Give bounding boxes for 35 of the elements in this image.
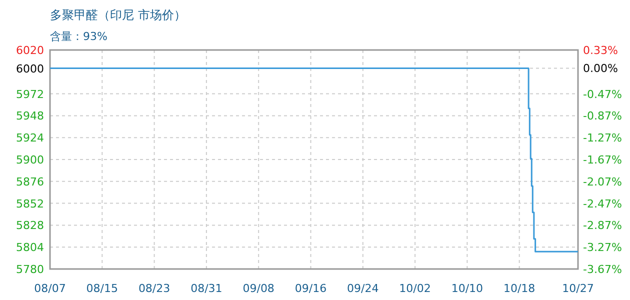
x-tick-label: 09/24 xyxy=(347,282,379,295)
y-tick-label: 5972 xyxy=(16,88,44,101)
y-tick-label: 5924 xyxy=(16,132,44,145)
y2-tick-label: -3.67% xyxy=(583,263,622,276)
y-tick-label: 5780 xyxy=(16,263,44,276)
y2-tick-label: -2.47% xyxy=(583,197,622,210)
x-tick-label: 09/08 xyxy=(242,282,274,295)
x-tick-label: 08/15 xyxy=(86,282,118,295)
x-tick-label: 10/27 xyxy=(562,282,594,295)
y2-tick-label: -2.07% xyxy=(583,175,622,188)
chart-subtitle: 含量：93% xyxy=(50,30,108,43)
y-tick-label: 6020 xyxy=(16,44,44,57)
y-tick-label: 5804 xyxy=(16,241,44,254)
y2-tick-label: -2.87% xyxy=(583,219,622,232)
x-tick-label: 08/23 xyxy=(138,282,170,295)
x-tick-label: 10/10 xyxy=(451,282,484,295)
y2-tick-label: -1.67% xyxy=(583,154,622,166)
y2-tick-label: 0.33% xyxy=(583,44,618,57)
x-tick-label: 08/07 xyxy=(34,282,66,295)
y2-tick-label: 0.00% xyxy=(583,62,618,76)
y2-tick-label: -0.87% xyxy=(583,110,622,123)
y-tick-label: 5852 xyxy=(16,197,44,210)
y-tick-label: 5900 xyxy=(16,154,44,166)
y-tick-label: 5948 xyxy=(16,110,44,123)
y-tick-label: 5828 xyxy=(16,219,44,232)
y2-tick-label: -0.47% xyxy=(583,88,622,101)
x-tick-label: 10/18 xyxy=(503,282,536,295)
y2-tick-label: -3.27% xyxy=(583,241,622,254)
y-tick-label: 5876 xyxy=(16,175,44,188)
y-tick-label: 6000 xyxy=(16,62,44,76)
chart-title: 多聚甲醛（印尼 市场价） xyxy=(50,8,186,22)
y2-tick-label: -1.27% xyxy=(583,132,622,145)
x-tick-label: 08/31 xyxy=(190,282,222,295)
x-tick-label: 10/02 xyxy=(399,282,431,295)
x-tick-label: 09/16 xyxy=(294,282,327,295)
